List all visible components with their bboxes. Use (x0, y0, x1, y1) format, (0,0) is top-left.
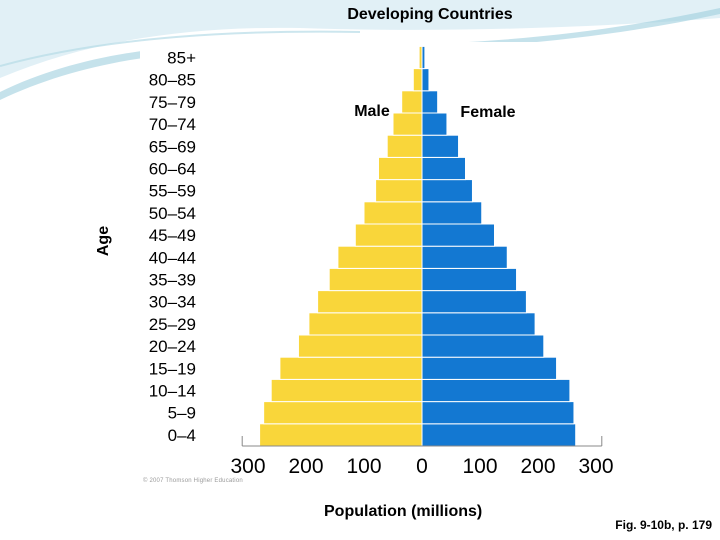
bar-male-8 (337, 245, 423, 269)
age-label: 40–44 (149, 248, 196, 267)
bar-male-4 (297, 334, 423, 358)
x-axis-label: Population (millions) (324, 503, 483, 520)
bar-male-15 (401, 90, 423, 114)
bar-female-14 (421, 112, 448, 136)
age-label: 80–85 (149, 71, 196, 90)
x-tick-label: 100 (462, 455, 497, 478)
age-label: 70–74 (149, 115, 196, 134)
bar-female-11 (421, 179, 473, 203)
age-label: 25–29 (149, 315, 196, 334)
x-axis (241, 436, 603, 447)
bar-female-5 (421, 312, 536, 336)
age-label: 15–19 (149, 359, 196, 378)
age-label: 0–4 (168, 426, 196, 445)
age-label: 45–49 (149, 226, 196, 245)
bar-female-13 (421, 134, 460, 158)
bar-male-13 (386, 134, 423, 158)
age-label: 20–24 (149, 337, 196, 356)
x-tick-label: 200 (288, 455, 323, 478)
bar-female-10 (421, 201, 483, 225)
age-label: 85+ (167, 49, 196, 68)
x-tick-label: 100 (346, 455, 381, 478)
bar-male-11 (375, 179, 423, 203)
bar-male-10 (363, 201, 423, 225)
female-bars (421, 45, 577, 447)
male-bars (259, 45, 423, 447)
age-label: 50–54 (149, 204, 196, 223)
bar-female-0 (421, 423, 577, 447)
bar-male-7 (328, 267, 423, 292)
figure-caption: Fig. 9-10b, p. 179 (615, 518, 712, 532)
chart-title: Developing Countries (347, 6, 513, 23)
age-label: 10–14 (149, 382, 196, 401)
bar-female-9 (421, 223, 495, 247)
bar-male-3 (279, 356, 423, 380)
bar-female-8 (421, 245, 508, 269)
age-tick-labels: 0–4 5–9 10–14 15–19 20–24 25–29 30–34 35–39 40–4… (149, 49, 196, 445)
bar-female-4 (421, 334, 545, 358)
x-tick-label: 300 (578, 455, 613, 478)
bar-male-16 (412, 68, 423, 92)
age-label: 75–79 (149, 93, 196, 112)
y-axis-label: Age (95, 225, 112, 257)
age-label: 30–34 (149, 293, 196, 312)
bar-female-3 (421, 356, 558, 380)
bar-male-9 (354, 223, 423, 247)
bar-female-16 (421, 68, 430, 92)
x-tick-label: 300 (230, 455, 265, 478)
age-label: 35–39 (149, 271, 196, 290)
legend-female: Female (460, 104, 515, 121)
x-tick-label: 200 (520, 455, 555, 478)
bar-male-5 (308, 312, 423, 336)
bar-female-12 (421, 156, 466, 181)
bar-male-12 (378, 156, 423, 181)
copyright-text: © 2007 Thomson Higher Education (143, 478, 243, 484)
bar-female-1 (421, 401, 575, 425)
age-label: 65–69 (149, 137, 196, 156)
bar-male-6 (317, 290, 423, 314)
bar-male-14 (392, 112, 423, 136)
bar-male-2 (270, 378, 423, 403)
bar-female-6 (421, 290, 527, 314)
x-tick-label: 0 (416, 455, 428, 478)
age-label: 60–64 (149, 160, 196, 179)
bar-male-1 (263, 401, 423, 425)
bar-female-15 (421, 90, 439, 114)
bar-female-2 (421, 378, 571, 403)
bar-male-0 (259, 423, 423, 447)
x-tick-labels: 300 200 100 0 100 200 300 (230, 455, 613, 478)
age-label: 5–9 (168, 404, 196, 423)
age-label: 55–59 (149, 182, 196, 201)
legend-male: Male (354, 103, 390, 120)
bar-female-7 (421, 267, 518, 292)
